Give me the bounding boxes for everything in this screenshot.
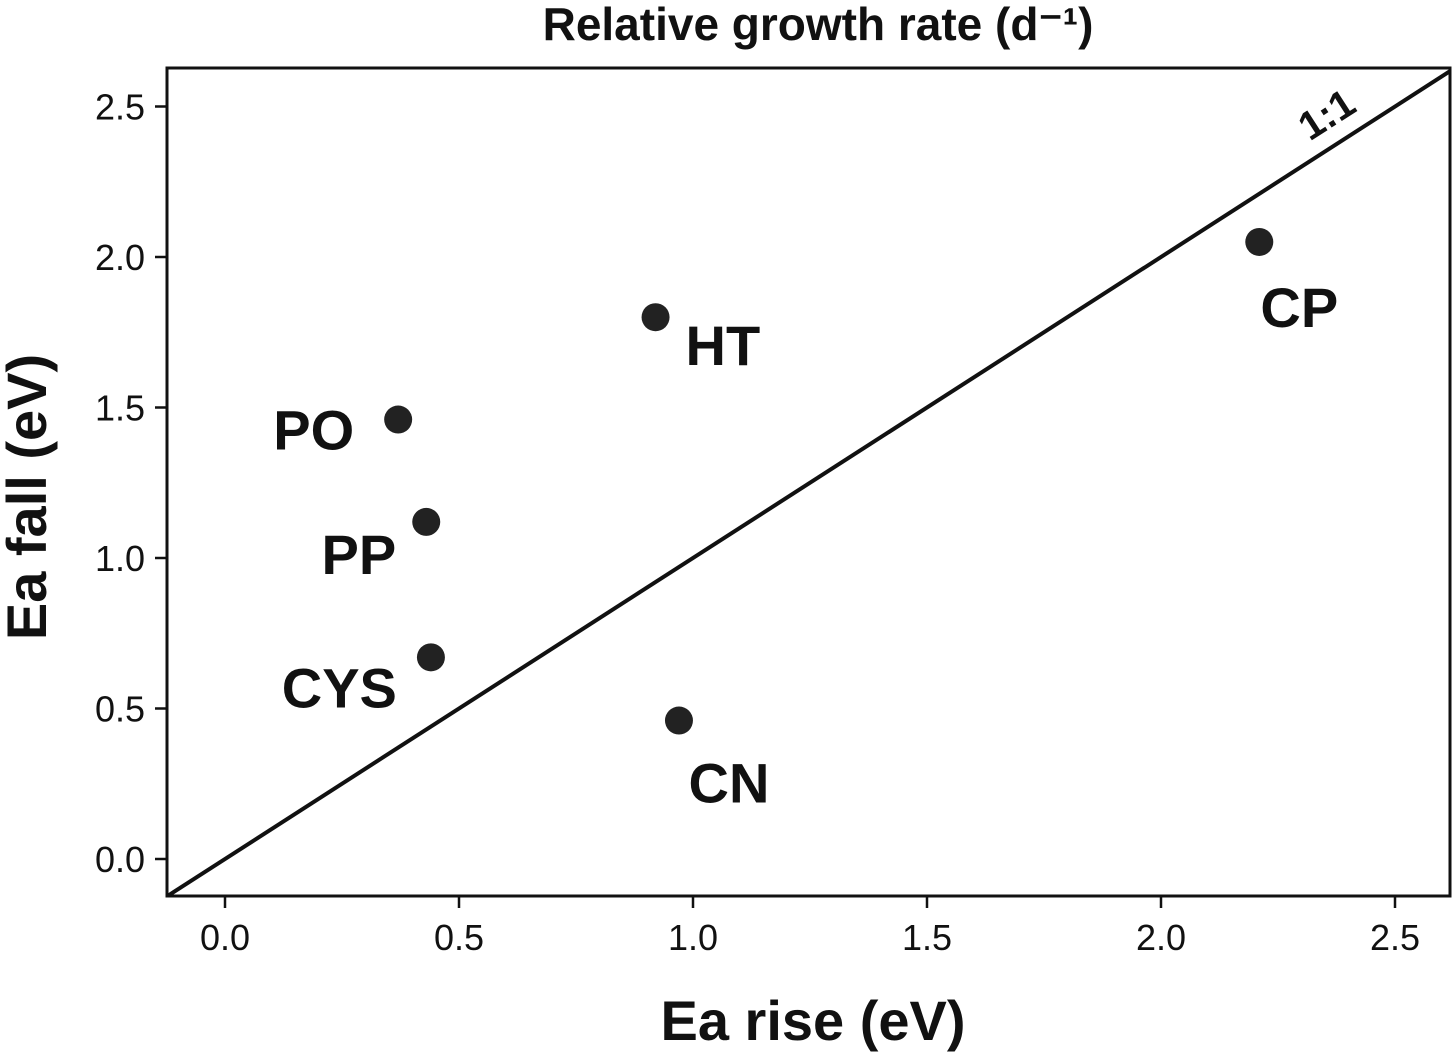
x-tick-label: 0.5: [434, 917, 484, 958]
chart-title: Relative growth rate (d⁻¹): [543, 0, 1094, 50]
x-tick-label: 2.0: [1136, 917, 1186, 958]
x-tick-label: 1.5: [902, 917, 952, 958]
plot-area: 0.0 0.5 1.0 1.5 2.0 2.5 0.0 0.5 1.0 1.5 2.0 2.5 1:1 P…: [95, 66, 1452, 958]
point-label-ht: HT: [686, 314, 761, 377]
one-to-one-label: 1:1: [1291, 81, 1363, 149]
x-tick-label: 1.0: [668, 917, 718, 958]
one-to-one-line: [167, 68, 1450, 896]
point-label-cys: CYS: [282, 656, 397, 719]
x-tick-label: 0.0: [200, 917, 250, 958]
point-label-pp: PP: [322, 523, 397, 586]
y-tick-label: 0.0: [95, 839, 145, 880]
data-point-cn: [664, 706, 693, 735]
plot-frame: [165, 66, 1452, 898]
y-axis-label: Ea fall (eV): [0, 354, 58, 640]
data-point-cp: [1245, 227, 1274, 256]
y-tick-label: 1.0: [95, 538, 145, 579]
point-label-cp: CP: [1260, 276, 1338, 339]
y-tick-label: 0.5: [95, 689, 145, 730]
y-tick-label: 2.0: [95, 237, 145, 278]
data-point-pp: [412, 507, 441, 536]
x-tick-label: 2.5: [1370, 917, 1420, 958]
y-tick-label: 2.5: [95, 87, 145, 128]
x-axis-label: Ea rise (eV): [660, 989, 965, 1052]
data-point-cys: [416, 643, 445, 672]
data-point-ht: [641, 303, 670, 332]
point-label-po: PO: [273, 399, 354, 462]
data-point-po: [384, 405, 413, 434]
y-tick-label: 1.5: [95, 388, 145, 429]
point-label-cn: CN: [689, 752, 770, 815]
